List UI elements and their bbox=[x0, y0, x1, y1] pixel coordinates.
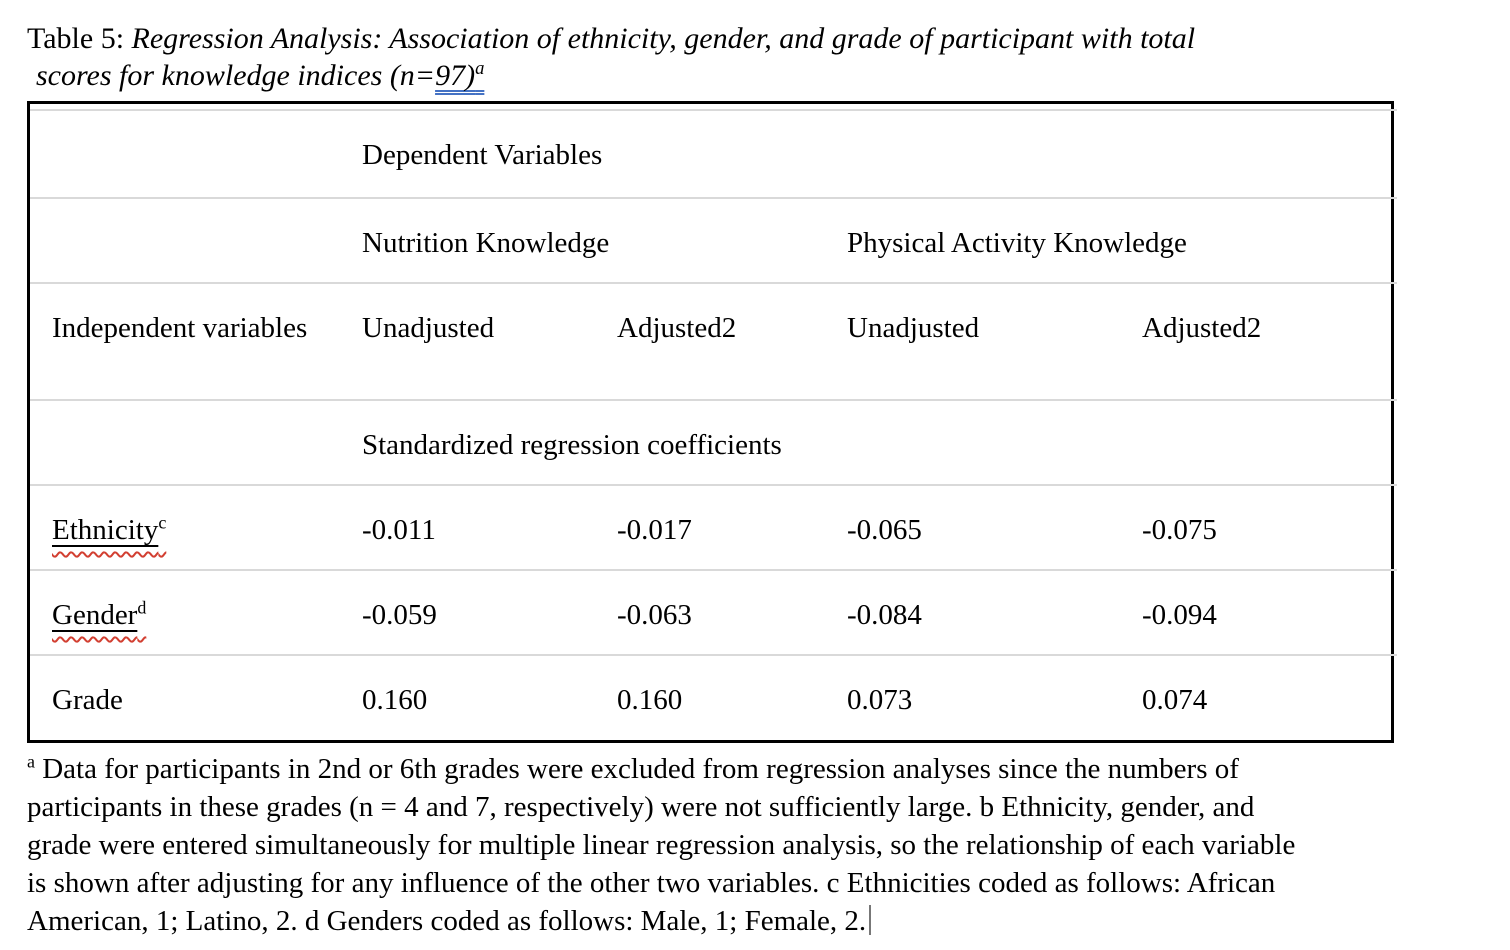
table-row-grade: Grade 0.160 0.160 0.073 0.074 bbox=[30, 654, 1397, 740]
regression-table-frame: Dependent Variables Nutrition Knowledge … bbox=[27, 101, 1397, 743]
value-cell: -0.063 bbox=[617, 569, 847, 655]
value-cell: -0.094 bbox=[1142, 569, 1397, 655]
value-cell: -0.011 bbox=[362, 484, 617, 570]
footnote-line: is shown after adjusting for any influen… bbox=[27, 867, 1276, 899]
value-cell: 0.074 bbox=[1142, 654, 1397, 740]
value-cell: 0.073 bbox=[847, 654, 1142, 740]
table-row-gender: Genderd -0.059 -0.063 -0.084 -0.094 bbox=[30, 569, 1397, 655]
value-cell: 0.160 bbox=[617, 654, 847, 740]
caption-line-2: scores for knowledge indices (n=97)a bbox=[27, 57, 1492, 94]
value-cell: -0.059 bbox=[362, 569, 617, 655]
grammar-checked-text: 97)a bbox=[435, 58, 485, 92]
caption-line-1: Table 5: Regression Analysis: Associatio… bbox=[27, 20, 1492, 57]
group-header-physical-activity: Physical Activity Knowledge bbox=[847, 197, 1397, 283]
misspelled-word: Ethnicityc bbox=[52, 512, 167, 546]
regression-table: Dependent Variables Nutrition Knowledge … bbox=[30, 109, 1397, 740]
footnote-line: participants in these grades (n = 4 and … bbox=[27, 791, 1255, 823]
column-header-adjusted-2: Adjusted2 bbox=[1142, 282, 1397, 400]
value-cell: -0.065 bbox=[847, 484, 1142, 570]
row-label-gender: Genderd bbox=[30, 569, 362, 655]
footnote-line: a Data for participants in 2nd or 6th gr… bbox=[27, 751, 1239, 785]
caption-table-number: Table 5: bbox=[27, 22, 132, 55]
column-header-adjusted-1: Adjusted2 bbox=[617, 282, 847, 400]
value-cell: -0.075 bbox=[1142, 484, 1397, 570]
header-row-dependent: Dependent Variables bbox=[30, 109, 1397, 198]
footnote-marker-d: d bbox=[137, 597, 147, 618]
header-row-groups: Nutrition Knowledge Physical Activity Kn… bbox=[30, 197, 1397, 283]
table-caption: Table 5: Regression Analysis: Associatio… bbox=[27, 20, 1492, 94]
independent-variables-header: Independent variables bbox=[30, 282, 362, 400]
text-cursor bbox=[869, 905, 872, 935]
section-header-coefficients: Standardized regression coefficients bbox=[362, 399, 1397, 485]
caption-title-part1: Regression Analysis: Association of ethn… bbox=[131, 22, 1196, 55]
table-footnote: a Data for participants in 2nd or 6th gr… bbox=[27, 750, 1510, 940]
footnote-marker-a: a bbox=[27, 751, 35, 772]
row-label-grade: Grade bbox=[30, 654, 362, 740]
misspelled-word: Genderd bbox=[52, 597, 147, 631]
empty-cell bbox=[30, 399, 362, 485]
footnote-marker-c: c bbox=[158, 512, 167, 533]
row-label-ethnicity: Ethnicityc bbox=[30, 484, 362, 570]
footnote-line: American, 1; Latino, 2. d Genders coded … bbox=[27, 902, 1510, 940]
value-cell: -0.017 bbox=[617, 484, 847, 570]
value-cell: -0.084 bbox=[847, 569, 1142, 655]
column-header-unadjusted-2: Unadjusted bbox=[847, 282, 1142, 400]
section-row: Standardized regression coefficients bbox=[30, 399, 1397, 485]
footnote-line: grade were entered simultaneously for mu… bbox=[27, 829, 1296, 861]
dependent-variables-header: Dependent Variables bbox=[362, 109, 1397, 198]
empty-cell bbox=[30, 197, 362, 283]
column-header-unadjusted-1: Unadjusted bbox=[362, 282, 617, 400]
empty-cell bbox=[30, 109, 362, 198]
group-header-nutrition: Nutrition Knowledge bbox=[362, 197, 847, 283]
header-row-columns: Independent variables Unadjusted Adjuste… bbox=[30, 282, 1397, 400]
table-row-ethnicity: Ethnicityc -0.011 -0.017 -0.065 -0.075 bbox=[30, 484, 1397, 570]
caption-footnote-marker: a bbox=[475, 58, 485, 79]
caption-title-part2: scores for knowledge indices (n= bbox=[36, 59, 436, 92]
value-cell: 0.160 bbox=[362, 654, 617, 740]
